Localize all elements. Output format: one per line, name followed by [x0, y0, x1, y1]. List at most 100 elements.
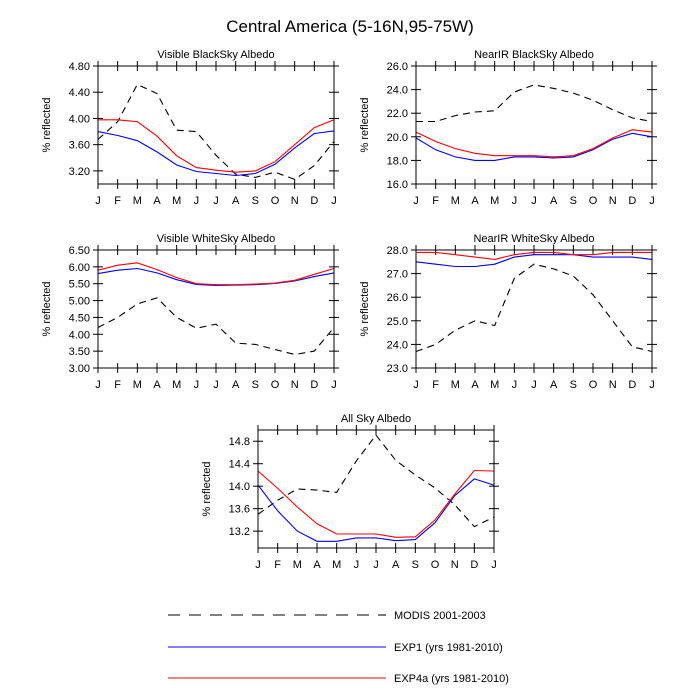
- y-axis-label: % reflected: [41, 97, 53, 152]
- y-axis-label: % reflected: [201, 461, 213, 516]
- x-tick-label: J: [354, 559, 360, 571]
- y-tick-label: 4.00: [69, 113, 90, 125]
- x-tick-label: S: [570, 195, 577, 207]
- x-tick-label: N: [291, 195, 299, 207]
- x-tick-label: J: [95, 379, 101, 391]
- x-tick-label: N: [609, 195, 617, 207]
- x-tick-label: J: [213, 195, 219, 207]
- x-tick-label: M: [133, 195, 142, 207]
- y-tick-label: 24.0: [387, 339, 408, 351]
- y-tick-label: 25.0: [387, 316, 408, 328]
- x-tick-label: J: [413, 379, 419, 391]
- y-tick-label: 26.0: [387, 292, 408, 304]
- y-tick-label: 16.0: [387, 179, 408, 191]
- x-tick-label: A: [313, 559, 321, 571]
- y-tick-label: 5.50: [69, 279, 90, 291]
- x-tick-label: A: [153, 195, 161, 207]
- y-tick-label: 23.0: [387, 363, 408, 375]
- x-tick-label: J: [413, 195, 419, 207]
- x-tick-label: S: [570, 379, 577, 391]
- y-tick-label: 4.00: [69, 329, 90, 341]
- x-tick-label: M: [133, 379, 142, 391]
- plot-frame: [415, 65, 653, 185]
- y-axis-label: % reflected: [359, 97, 371, 152]
- x-tick-label: O: [589, 195, 598, 207]
- x-tick-label: J: [531, 195, 537, 207]
- x-tick-label: O: [589, 379, 598, 391]
- x-tick-label: D: [310, 195, 318, 207]
- x-tick-label: M: [293, 559, 302, 571]
- legend: MODIS 2001-2003 EXP1 (yrs 1981-2010) EXP4a…: [168, 610, 509, 685]
- y-tick-label: 3.50: [69, 346, 90, 358]
- plot-frame: [415, 249, 653, 369]
- x-tick-label: J: [213, 379, 219, 391]
- x-tick-label: S: [252, 195, 259, 207]
- x-tick-label: D: [470, 559, 478, 571]
- panel-title: Visible BlackSky Albedo: [157, 49, 274, 61]
- x-tick-label: A: [153, 379, 161, 391]
- x-tick-label: J: [512, 379, 518, 391]
- x-tick-label: D: [628, 379, 636, 391]
- series-line-modis: [415, 263, 653, 353]
- y-tick-label: 26.0: [387, 61, 408, 73]
- plot-frame: [97, 249, 335, 369]
- y-tick-label: 5.00: [69, 296, 90, 308]
- x-tick-label: J: [194, 379, 200, 391]
- series-line-modis: [257, 434, 495, 528]
- y-tick-label: 6.50: [69, 245, 90, 257]
- x-tick-label: J: [255, 559, 261, 571]
- plot-frame: [97, 65, 335, 185]
- y-tick-label: 28.0: [387, 245, 408, 257]
- y-tick-label: 14.0: [229, 481, 250, 493]
- y-tick-label: 6.00: [69, 262, 90, 274]
- series-line-exp4a: [416, 251, 652, 260]
- panel-title: Visible WhiteSky Albedo: [157, 233, 275, 245]
- panel-title: All Sky Albedo: [341, 413, 411, 425]
- series-line-exp4a: [415, 129, 653, 158]
- x-tick-label: J: [331, 379, 337, 391]
- y-tick-label: 3.60: [69, 140, 90, 152]
- x-tick-label: A: [471, 195, 479, 207]
- y-tick-label: 13.2: [229, 526, 250, 538]
- x-tick-label: A: [392, 559, 400, 571]
- series-line-exp1: [97, 267, 335, 286]
- y-tick-label: 14.8: [229, 436, 250, 448]
- y-tick-label: 20.0: [387, 132, 408, 144]
- y-tick-label: 18.0: [387, 155, 408, 167]
- panel-title: NearIR BlackSky Albedo: [474, 49, 594, 61]
- x-tick-label: A: [550, 195, 558, 207]
- x-tick-label: A: [471, 379, 479, 391]
- x-tick-label: N: [609, 379, 617, 391]
- x-tick-label: J: [491, 559, 497, 571]
- series-line-exp1: [97, 130, 335, 177]
- series-line-exp4a: [98, 119, 335, 173]
- x-tick-label: J: [373, 559, 379, 571]
- series-line-exp4a: [257, 469, 495, 538]
- x-tick-label: M: [332, 559, 341, 571]
- y-tick-label: 27.0: [387, 269, 408, 281]
- series-line-exp1: [257, 478, 495, 542]
- main-title: Central America (5-16N,95-75W): [226, 17, 474, 36]
- x-tick-label: A: [550, 379, 558, 391]
- x-tick-label: J: [95, 195, 101, 207]
- x-tick-label: M: [172, 379, 181, 391]
- y-tick-label: 4.50: [69, 312, 90, 324]
- series-line-exp4a: [97, 262, 335, 286]
- series-line-exp1: [415, 132, 653, 161]
- y-tick-label: 14.4: [229, 459, 250, 471]
- series-line-modis: [416, 84, 653, 123]
- y-tick-label: 22.0: [387, 108, 408, 120]
- x-tick-label: F: [432, 195, 439, 207]
- x-tick-label: F: [114, 379, 121, 391]
- x-tick-label: F: [114, 195, 121, 207]
- x-tick-label: J: [649, 379, 655, 391]
- x-tick-label: J: [649, 195, 655, 207]
- x-tick-label: J: [194, 195, 200, 207]
- x-tick-label: A: [232, 195, 240, 207]
- x-tick-label: O: [271, 379, 280, 391]
- y-tick-label: 13.6: [229, 504, 250, 516]
